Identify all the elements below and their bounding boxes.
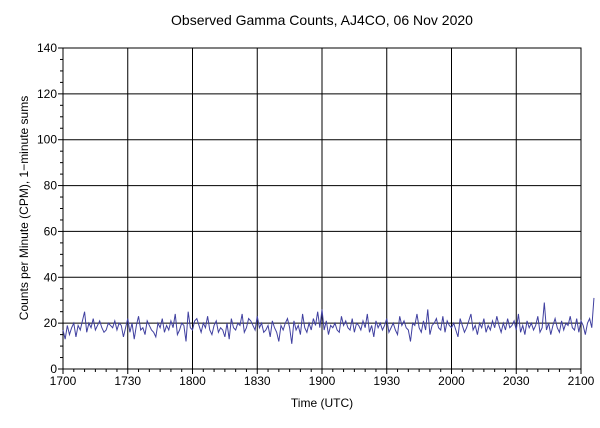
y-tick-label: 100 [37,133,57,147]
y-tick-label: 120 [37,87,57,101]
y-tick-label: 140 [37,41,57,55]
x-tick-label: 2030 [503,374,530,388]
grid-lines [63,48,581,369]
y-tick-label: 80 [44,179,58,193]
x-tick-label: 1730 [114,374,141,388]
x-axis: 1700 1730 1800 1830 1900 1930 2000 2030 2100 [50,369,595,388]
y-tick-label: 60 [44,224,58,238]
x-tick-label: 1830 [244,374,271,388]
y-axis-label: Counts per Minute (CPM), 1−minute sums [17,96,31,320]
x-tick-label: 1900 [309,374,336,388]
series-line-cpm [62,297,595,344]
y-tick-label: 0 [50,362,57,376]
y-tick-label: 40 [44,270,58,284]
y-tick-label: 20 [44,316,58,330]
x-tick-label: 2100 [568,374,595,388]
x-axis-label: Time (UTC) [291,396,353,410]
chart-title: Observed Gamma Counts, AJ4CO, 06 Nov 202… [171,12,473,28]
x-tick-label: 1700 [50,374,77,388]
x-tick-label: 1930 [373,374,400,388]
x-tick-label: 1800 [179,374,206,388]
y-axis: 0 20 40 60 80 100 120 140 [37,41,63,376]
x-tick-label: 2000 [438,374,465,388]
